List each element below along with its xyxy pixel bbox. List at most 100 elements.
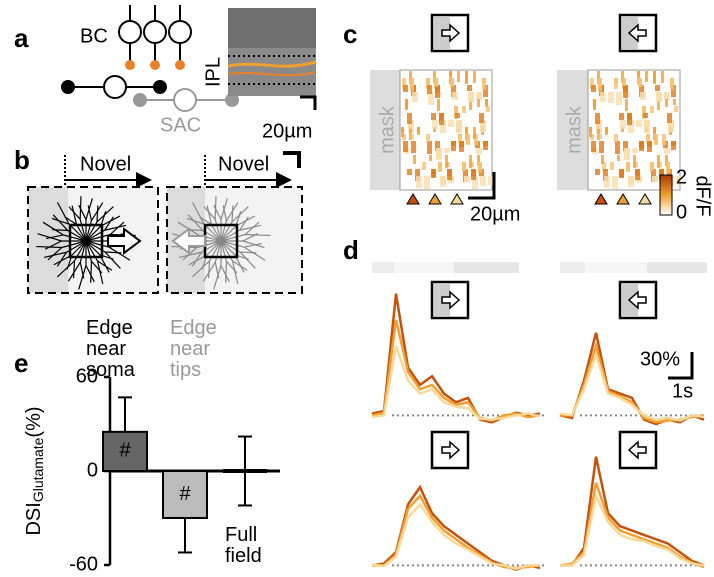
heatmap-pixel [483, 141, 488, 146]
heatmap-pixel [427, 141, 432, 154]
heatmap-pixel [436, 148, 442, 160]
heatmap-pixel [431, 169, 436, 177]
mask-label: mask [563, 105, 585, 154]
y-axis-label: DSIGlutamate(%) [23, 406, 45, 535]
heatmap-pixel [623, 85, 628, 98]
heatmap-pixel [444, 148, 450, 153]
heatmap-pixel [622, 78, 626, 86]
heatmap-pixel [643, 113, 648, 118]
scale-label: 20µm [262, 120, 312, 142]
heatmap-pixel [614, 78, 618, 84]
heatmap-pixel [627, 113, 632, 125]
figure-canvas: a b c d e BC SAC IPL 20µm [0, 0, 714, 577]
heatmap-pixel [628, 176, 634, 184]
colorbar-min: 0 [676, 201, 687, 223]
heatmap-pixel [411, 141, 416, 153]
heatmap-pixel [478, 162, 482, 173]
heatmap-pixel [426, 134, 430, 142]
heatmap-pixel [595, 169, 600, 175]
heatmap-pixel [450, 78, 454, 84]
heatmap-pixel [653, 71, 656, 83]
heatmap-pixel [612, 176, 618, 189]
heatmap-pixel [653, 127, 656, 133]
heatmap-pixel [417, 127, 420, 133]
panel-label: b [14, 145, 30, 175]
heatmap-pixel [455, 113, 460, 118]
heatmap-pixel [473, 71, 476, 83]
panel-label: d [343, 235, 359, 265]
micrograph [228, 8, 316, 110]
bc-label: BC [80, 25, 108, 47]
heatmap-pixel [633, 155, 636, 168]
heatmap-pixel [619, 113, 624, 120]
heatmap-pixel [608, 92, 614, 103]
heatmap-pixel [401, 127, 404, 137]
heatmap-pixel [617, 155, 620, 161]
heatmap-pixel [403, 85, 408, 92]
heatmap-panel [370, 15, 682, 204]
heatmap-pixel [661, 71, 664, 83]
heatmap-pixel [614, 134, 618, 142]
bar-annotation: # [119, 440, 131, 462]
heatmap-pixel [645, 71, 648, 82]
heatmap-pixel [452, 92, 458, 100]
heatmap-pixel [624, 148, 630, 160]
heatmap-pixel [604, 176, 610, 188]
colorbar-max: 2 [676, 166, 687, 188]
heatmap-pixel [601, 155, 604, 164]
sac-label: SAC [160, 114, 201, 136]
heatmap-pixel [410, 78, 414, 87]
heatmap-pixel [413, 155, 416, 164]
heatmap-pixel [673, 99, 676, 105]
novel-label: Novel [80, 153, 131, 175]
heatmap-pixel [427, 85, 432, 94]
category-label: Full field [225, 525, 270, 567]
heatmap-pixel [456, 120, 462, 133]
heatmap-pixel [480, 176, 486, 186]
y-axis-label-part: DSI [23, 502, 45, 535]
heatmap-pixel [666, 162, 670, 173]
heatmap-pixel [449, 71, 452, 76]
heatmap-pixel [465, 127, 468, 133]
heatmap-pixel [664, 148, 670, 154]
panel-label: a [14, 23, 29, 53]
heatmap-pixel [600, 92, 606, 102]
heatmap-pixel [605, 127, 608, 133]
scale-label: 20µm [470, 203, 520, 225]
heatmap-pixel [476, 92, 482, 98]
heatmap-pixel [599, 141, 604, 153]
trace [372, 505, 540, 569]
position-marker [639, 194, 651, 204]
heatmap-pixel [671, 141, 676, 146]
heatmap-pixel [445, 155, 448, 168]
heatmap-pixel [432, 120, 438, 129]
heatmap-pixel [466, 134, 470, 145]
heatmap-pixel [403, 141, 408, 152]
heatmap-pixel [616, 92, 622, 105]
heatmap-pixel [434, 78, 438, 87]
heatmap-pixel [665, 99, 668, 107]
y-tick-label: 0 [87, 459, 98, 481]
heatmap-pixel [407, 169, 412, 175]
heatmap-pixel [610, 162, 614, 170]
figure: a b c d e BC SAC IPL 20µm [0, 0, 714, 577]
heatmap-pixel [476, 148, 482, 154]
mask-label: mask [376, 105, 398, 154]
heatmap-pixel [636, 120, 642, 127]
novel-label: Novel [218, 153, 269, 175]
condition-label: Edge near tips [170, 318, 228, 381]
scale-label: 30% [640, 348, 680, 370]
condition-label: Edge near soma [86, 318, 144, 381]
heatmap-pixel [655, 85, 660, 91]
heatmap-pixel [447, 169, 452, 176]
position-marker [595, 194, 607, 204]
position-marker [407, 194, 419, 204]
heatmap-pixel [462, 162, 466, 171]
heatmap-pixel [464, 176, 470, 181]
heatmap-pixel [656, 92, 662, 101]
heatmap-pixel [440, 176, 446, 184]
heatmap-pixel [674, 106, 678, 112]
heatmap-pixel [662, 134, 666, 145]
heatmap-pixel [638, 78, 642, 84]
colorbar-label: dF/F [692, 175, 714, 216]
